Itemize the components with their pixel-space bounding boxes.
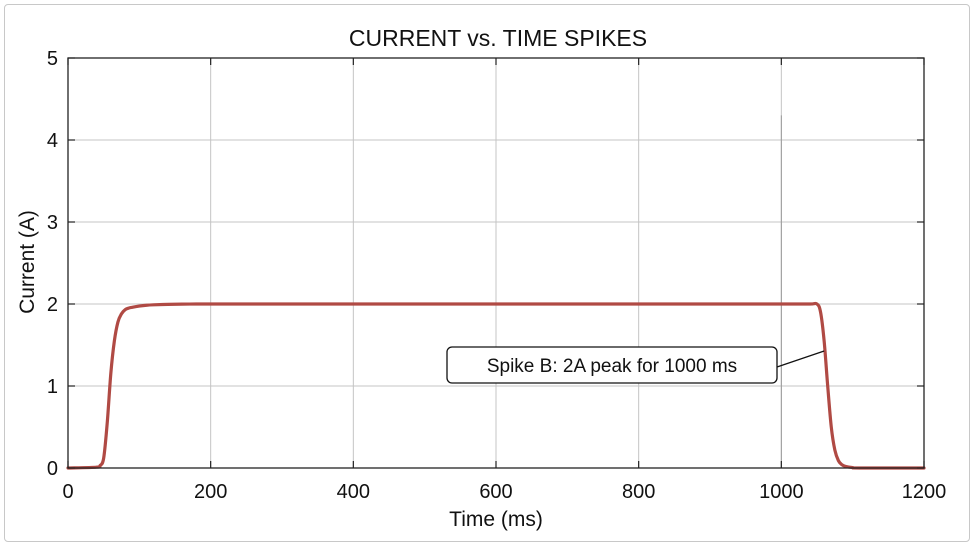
y-tick-label: 0 xyxy=(47,458,58,480)
y-tick-label: 2 xyxy=(47,294,58,316)
x-tick-label: 0 xyxy=(62,481,73,503)
x-axis-label: Time (ms) xyxy=(449,508,543,531)
chart-frame xyxy=(4,4,970,542)
annotation-layer: Spike B: 2A peak for 1000 ms xyxy=(446,346,825,384)
x-tick-label: 800 xyxy=(622,481,655,503)
y-axis-label: Current (A) xyxy=(16,210,39,314)
x-tick-label: 200 xyxy=(194,481,227,503)
x-tick-label: 600 xyxy=(479,481,512,503)
series-layer xyxy=(66,301,926,470)
annotation-box xyxy=(446,346,778,384)
y-tick-label: 5 xyxy=(47,48,58,70)
chart-title: CURRENT vs. TIME SPIKES xyxy=(349,25,647,51)
current-series-line xyxy=(66,301,926,470)
x-tick-label: 1200 xyxy=(902,481,947,503)
annotation-pointer-line xyxy=(776,350,825,368)
tick-layer: 0 200 400 600 800 1000 1200 0 1 2 3 4 5 xyxy=(47,48,946,503)
y-tick-label: 1 xyxy=(47,376,58,398)
y-tick-label: 3 xyxy=(47,212,58,234)
annotation-label: Spike B: 2A peak for 1000 ms xyxy=(487,356,737,377)
x-tick-label: 1000 xyxy=(759,481,804,503)
y-tick-label: 4 xyxy=(47,130,58,152)
grid-layer xyxy=(67,57,925,469)
x-tick-label: 400 xyxy=(337,481,370,503)
